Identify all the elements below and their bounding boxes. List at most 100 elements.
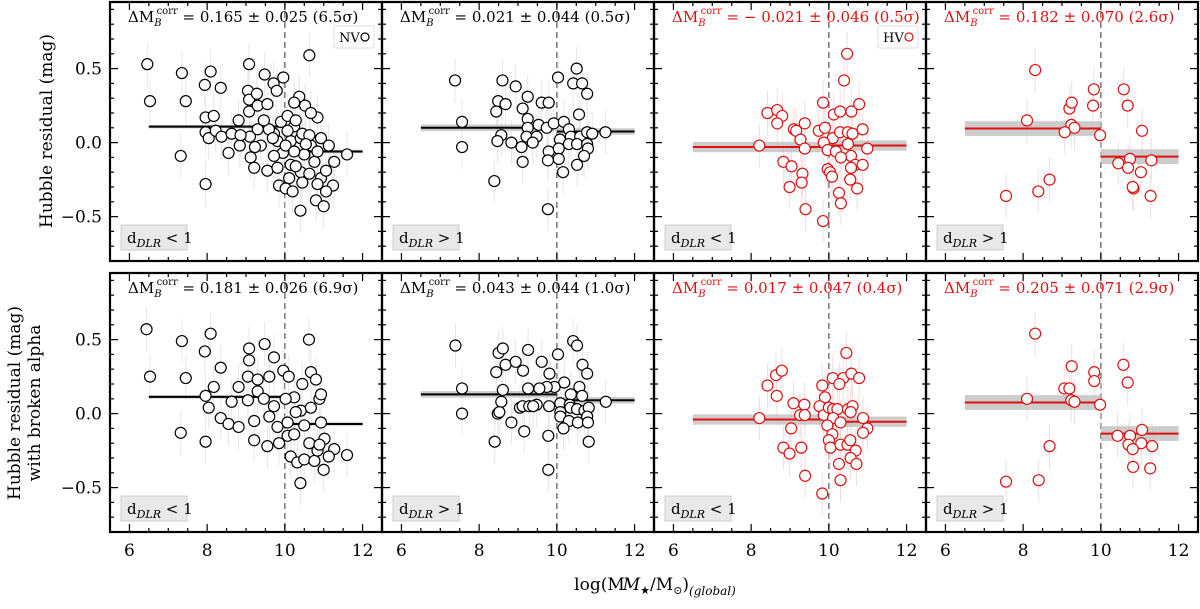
x-tick-label: 10 xyxy=(1090,541,1112,561)
data-point xyxy=(783,447,796,460)
selection-relation: < 1 xyxy=(161,229,193,247)
data-point xyxy=(496,74,509,87)
data-point xyxy=(581,367,594,380)
data-point xyxy=(488,435,501,448)
data-point xyxy=(243,342,256,355)
data-point xyxy=(1043,173,1056,186)
legend-label: HV xyxy=(883,31,904,46)
data-point xyxy=(799,203,812,216)
selection-label-box xyxy=(120,495,188,522)
data-point xyxy=(263,370,276,383)
annotation-prefix: ΔM xyxy=(944,279,970,297)
data-point xyxy=(207,109,220,123)
data-point xyxy=(1144,189,1157,202)
x-tick-label: 8 xyxy=(746,541,757,561)
data-point xyxy=(1020,392,1034,405)
y-tick-label: 0.0 xyxy=(75,134,102,154)
data-point xyxy=(1121,99,1134,112)
data-point xyxy=(308,454,321,468)
x-tick-label: 6 xyxy=(940,541,951,561)
data-point xyxy=(261,98,274,111)
selection-relation: > 1 xyxy=(433,500,465,518)
annotation-value: = 0.181 ± 0.026 (6.9σ) xyxy=(178,279,359,297)
data-point xyxy=(204,327,217,340)
data-point xyxy=(288,145,301,158)
annotation-sub: B xyxy=(969,18,977,29)
y-axis-label-bottom-line2: with broken alpha xyxy=(25,325,45,482)
data-point xyxy=(999,189,1013,202)
data-point xyxy=(222,146,235,160)
data-point xyxy=(1145,154,1158,167)
data-point xyxy=(298,453,311,466)
data-point xyxy=(542,96,555,109)
annotation-value: = 0.021 ± 0.044 (0.5σ) xyxy=(450,8,631,26)
data-point xyxy=(267,149,281,163)
data-point xyxy=(179,371,192,385)
data-point xyxy=(267,400,281,413)
data-point xyxy=(499,358,512,371)
selection-label: dDLR > 1 xyxy=(936,495,1009,522)
data-point xyxy=(314,388,328,401)
selection-label: dDLR > 1 xyxy=(392,495,465,522)
data-point xyxy=(582,435,595,448)
y-tick-label: 0.5 xyxy=(75,60,102,80)
x-axis-label: log(MM★/M⊙)(global) xyxy=(574,575,736,598)
x-label-sun: ⊙ xyxy=(673,584,682,597)
data-point xyxy=(999,475,1013,488)
panel-1-2: 6 8 10 12 ΔMBcorr = 0.017 ± 0.047 (0.4σ) dDLR… xyxy=(652,271,928,561)
data-point xyxy=(542,429,555,442)
data-point xyxy=(174,149,187,163)
data-point xyxy=(818,121,832,134)
data-point xyxy=(833,377,846,391)
selection-relation: > 1 xyxy=(977,500,1009,518)
annotation-sub: B xyxy=(697,18,705,29)
data-point xyxy=(491,135,504,148)
selection-label-box xyxy=(392,224,460,251)
selection-label-text: dDLR > 1 xyxy=(943,229,1009,250)
data-point xyxy=(495,395,508,408)
data-point xyxy=(288,428,301,441)
data-point xyxy=(270,84,283,97)
data-point xyxy=(304,106,317,120)
data-point xyxy=(521,90,534,103)
selection-base: d xyxy=(943,229,953,247)
data-point xyxy=(861,142,874,155)
data-point xyxy=(449,339,462,352)
data-point xyxy=(266,132,279,145)
delta-mb-annotation: ΔMBcorr = 0.021 ± 0.044 (0.5σ) xyxy=(400,6,630,29)
data-point xyxy=(844,434,857,447)
x-label-sub: (global) xyxy=(689,584,736,598)
data-point xyxy=(844,406,857,419)
data-point xyxy=(844,173,857,186)
data-point xyxy=(1032,474,1045,487)
data-point xyxy=(576,389,589,402)
y-axis-label-top: Hubble residual (mag) xyxy=(37,34,57,228)
data-point xyxy=(448,74,462,87)
selection-label-text: dDLR > 1 xyxy=(399,229,465,250)
selection-label-box xyxy=(392,495,460,522)
panel-0-1: ΔMBcorr = 0.021 ± 0.044 (0.5σ) dDLR > 1 xyxy=(380,0,656,263)
annotation-prefix: ΔM xyxy=(672,279,698,297)
delta-mb-annotation: ΔMBcorr = 0.043 ± 0.044 (1.0σ) xyxy=(400,277,630,300)
data-point xyxy=(551,348,565,361)
data-point xyxy=(1068,121,1081,134)
data-point xyxy=(505,416,518,429)
data-point xyxy=(775,364,788,377)
annotation-sup: corr xyxy=(429,277,450,288)
selection-label: dDLR < 1 xyxy=(664,224,737,251)
data-point xyxy=(570,158,584,171)
data-point xyxy=(1112,157,1125,170)
data-point xyxy=(798,117,811,130)
data-point xyxy=(856,411,870,425)
annotation-sup: corr xyxy=(429,6,450,17)
selection-relation: < 1 xyxy=(705,229,737,247)
data-point xyxy=(586,127,599,140)
data-point xyxy=(140,323,153,336)
data-point xyxy=(518,425,531,438)
panel-0-2: ΔMBcorr = − 0.021 ± 0.046 (0.5σ) dDLR < 1… xyxy=(652,0,928,263)
data-point xyxy=(834,197,848,210)
annotation-value: = 0.182 ± 0.070 (2.6σ) xyxy=(994,8,1175,26)
data-point xyxy=(824,441,837,454)
data-point xyxy=(798,408,811,422)
data-point xyxy=(841,137,854,151)
